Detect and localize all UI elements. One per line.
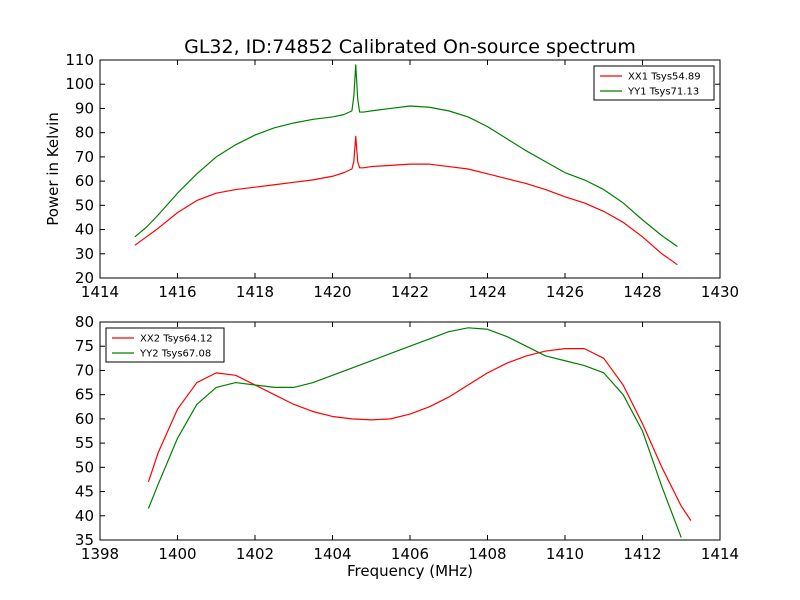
y-tick-label: 50 [75,458,94,476]
x-tick-label: 1410 [546,545,584,563]
plot-panel-1: 1414 1416 1418 1420 1422 1424 1426 1428 1430 20 30… [44,51,739,301]
x-tick-label: 1400 [158,545,196,563]
y-tick-label: 55 [75,434,94,452]
y-axis-label: Power in Kelvin [44,112,62,226]
y-tick-label: 20 [75,269,94,287]
legend-entry: XX2 Tsys64.12 [140,334,213,345]
legend-entry: XX1 Tsys54.89 [628,72,701,83]
x-tick-label: 1416 [158,283,196,301]
y-tick-label: 45 [75,483,94,501]
x-tick-label: 1424 [468,283,506,301]
y-tick-label: 110 [65,51,94,69]
y-tick-label: 60 [75,172,94,190]
y-tick-label: 30 [75,245,94,263]
x-tick-label: 1430 [701,283,739,301]
y-tick-label: 60 [75,410,94,428]
y-tick-label: 40 [75,221,94,239]
y-tick-label: 90 [75,99,94,117]
y-tick-label: 65 [75,386,94,404]
x-tick-label: 1426 [546,283,584,301]
legend-entry: YY2 Tsys67.08 [139,349,211,360]
x-axis-label: Frequency (MHz) [347,562,473,580]
x-tick-label: 1406 [391,545,429,563]
y-tick-label: 35 [75,531,94,549]
x-tick-label: 1412 [623,545,661,563]
legend-2: XX2 Tsys64.12 YY2 Tsys67.08 [105,327,225,363]
y-tick-label: 70 [75,361,94,379]
x-tick-label: 1398 [81,545,119,563]
y-tick-label: 75 [75,337,94,355]
x-tick-label: 1418 [236,283,274,301]
series-line-2-2 [147,327,682,538]
x-tick-label: 1428 [623,283,661,301]
y-tick-label: 100 [65,75,94,93]
y-tick-label: 70 [75,148,94,166]
y-tick-label: 50 [75,196,94,214]
x-tick-label: 1414 [701,545,739,563]
x-tick-label: 1420 [313,283,351,301]
x-tick-label: 1402 [236,545,274,563]
x-tick-label: 1408 [468,545,506,563]
series-line-2-1 [147,348,692,521]
plot-panel-2: 1398 1400 1402 1404 1406 1408 1410 1412 1414 35 40… [75,313,739,580]
series-line-1-2 [134,64,678,248]
y-tick-label: 40 [75,507,94,525]
x-tick-label: 1414 [81,283,119,301]
chart-title: GL32, ID:74852 Calibrated On-source spec… [184,36,636,58]
y-tick-label: 80 [75,313,94,331]
legend-entry: YY1 Tsys71.13 [627,87,699,98]
x-tick-label: 1422 [391,283,429,301]
x-tick-label: 1404 [313,545,351,563]
legend-box [593,65,715,101]
legend-1: XX1 Tsys54.89 YY1 Tsys71.13 [593,65,715,101]
legend-box [105,327,225,363]
series-line-1-1 [134,135,678,266]
y-tick-label: 80 [75,124,94,142]
